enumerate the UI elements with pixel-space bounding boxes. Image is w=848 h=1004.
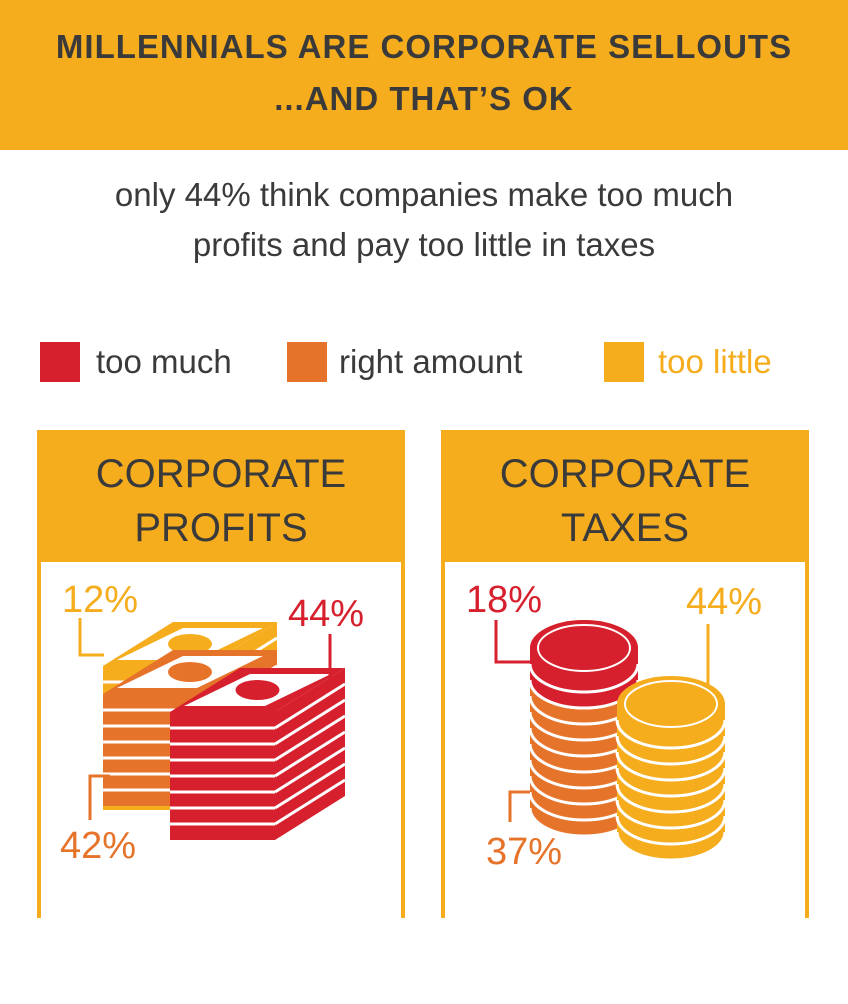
- stack-stripe: [274, 682, 346, 730]
- leader-too-much: [494, 620, 530, 664]
- stack-stripe: [274, 698, 346, 746]
- legend-label-right-amount: right amount: [339, 343, 523, 380]
- panel-header: CORPORATE PROFITS: [37, 430, 405, 562]
- coin-edge: [615, 831, 727, 862]
- panel-title-line-2: TAXES: [560, 506, 690, 550]
- coin-edge: [615, 783, 727, 814]
- legend-swatch-right-amount: [287, 342, 327, 382]
- coin-top: [530, 620, 638, 676]
- coin-edge: [615, 719, 727, 750]
- subtitle-line-1: only 44% think companies make too much: [114, 176, 734, 213]
- stack-stripe: [274, 714, 346, 762]
- panel-border-right: [805, 562, 809, 918]
- label-too-much: 18%: [466, 579, 542, 621]
- legend-label-too-little: too little: [658, 343, 772, 380]
- label-too-much: 44%: [288, 593, 364, 635]
- coin-edge: [615, 799, 727, 830]
- title-line-1: MILLENNIALS ARE CORPORATE SELLOUTS: [55, 28, 793, 65]
- panel-border-left: [441, 562, 445, 918]
- bill-seal: [235, 680, 280, 700]
- label-too-little: 44%: [686, 581, 762, 623]
- stack-stripe: [274, 762, 346, 810]
- coin-top: [617, 676, 725, 732]
- panel-border-right: [401, 562, 405, 918]
- leader-right-amount: [508, 790, 530, 822]
- leader-too-little: [78, 618, 104, 657]
- coin-bottom: [530, 780, 638, 836]
- leader-right-amount: [88, 774, 110, 820]
- stack-stripe: [274, 778, 346, 826]
- stack-stripe: [274, 730, 346, 778]
- bill-seal: [168, 662, 212, 682]
- coin-bottom: [617, 804, 725, 860]
- legend-label-too-much: too much: [96, 343, 232, 380]
- coin-top-ring: [537, 624, 631, 672]
- bill-seal: [168, 634, 212, 654]
- panel-title-line-2: PROFITS: [134, 506, 308, 550]
- title-banner: MILLENNIALS ARE CORPORATE SELLOUTS ...AN…: [0, 0, 848, 150]
- coin-edge: [528, 663, 640, 694]
- panel-title-line-1: CORPORATE: [95, 452, 347, 496]
- profits-chart: 12% 44% 42%: [60, 579, 364, 867]
- coin-edge: [615, 751, 727, 782]
- coin-top-ring: [624, 680, 718, 728]
- panel-border-left: [37, 562, 41, 918]
- panel-corporate-profits: CORPORATE PROFITS: [37, 430, 405, 918]
- label-right-amount: 37%: [486, 831, 562, 873]
- coin-stack-too-little: [615, 676, 727, 862]
- money-stack-too-much: [170, 668, 346, 840]
- coin-edge: [615, 735, 727, 766]
- coin-stack-too-much: [528, 620, 640, 710]
- title-line-2: ...AND THAT’S OK: [274, 80, 574, 117]
- coin-edge: [615, 815, 727, 846]
- legend-swatch-too-little: [604, 342, 644, 382]
- label-right-amount: 42%: [60, 825, 136, 867]
- panel-header: CORPORATE TAXES: [441, 430, 809, 562]
- label-too-little: 12%: [62, 579, 138, 621]
- stack-stripe: [274, 746, 346, 794]
- legend-swatch-too-much: [40, 342, 80, 382]
- subtitle-line-2: profits and pay too little in taxes: [192, 226, 656, 263]
- taxes-chart: 18% 44% 37%: [466, 579, 762, 873]
- panel-corporate-taxes: CORPORATE TAXES: [441, 430, 809, 918]
- coin-edge: [615, 767, 727, 798]
- panel-title-line-1: CORPORATE: [499, 452, 751, 496]
